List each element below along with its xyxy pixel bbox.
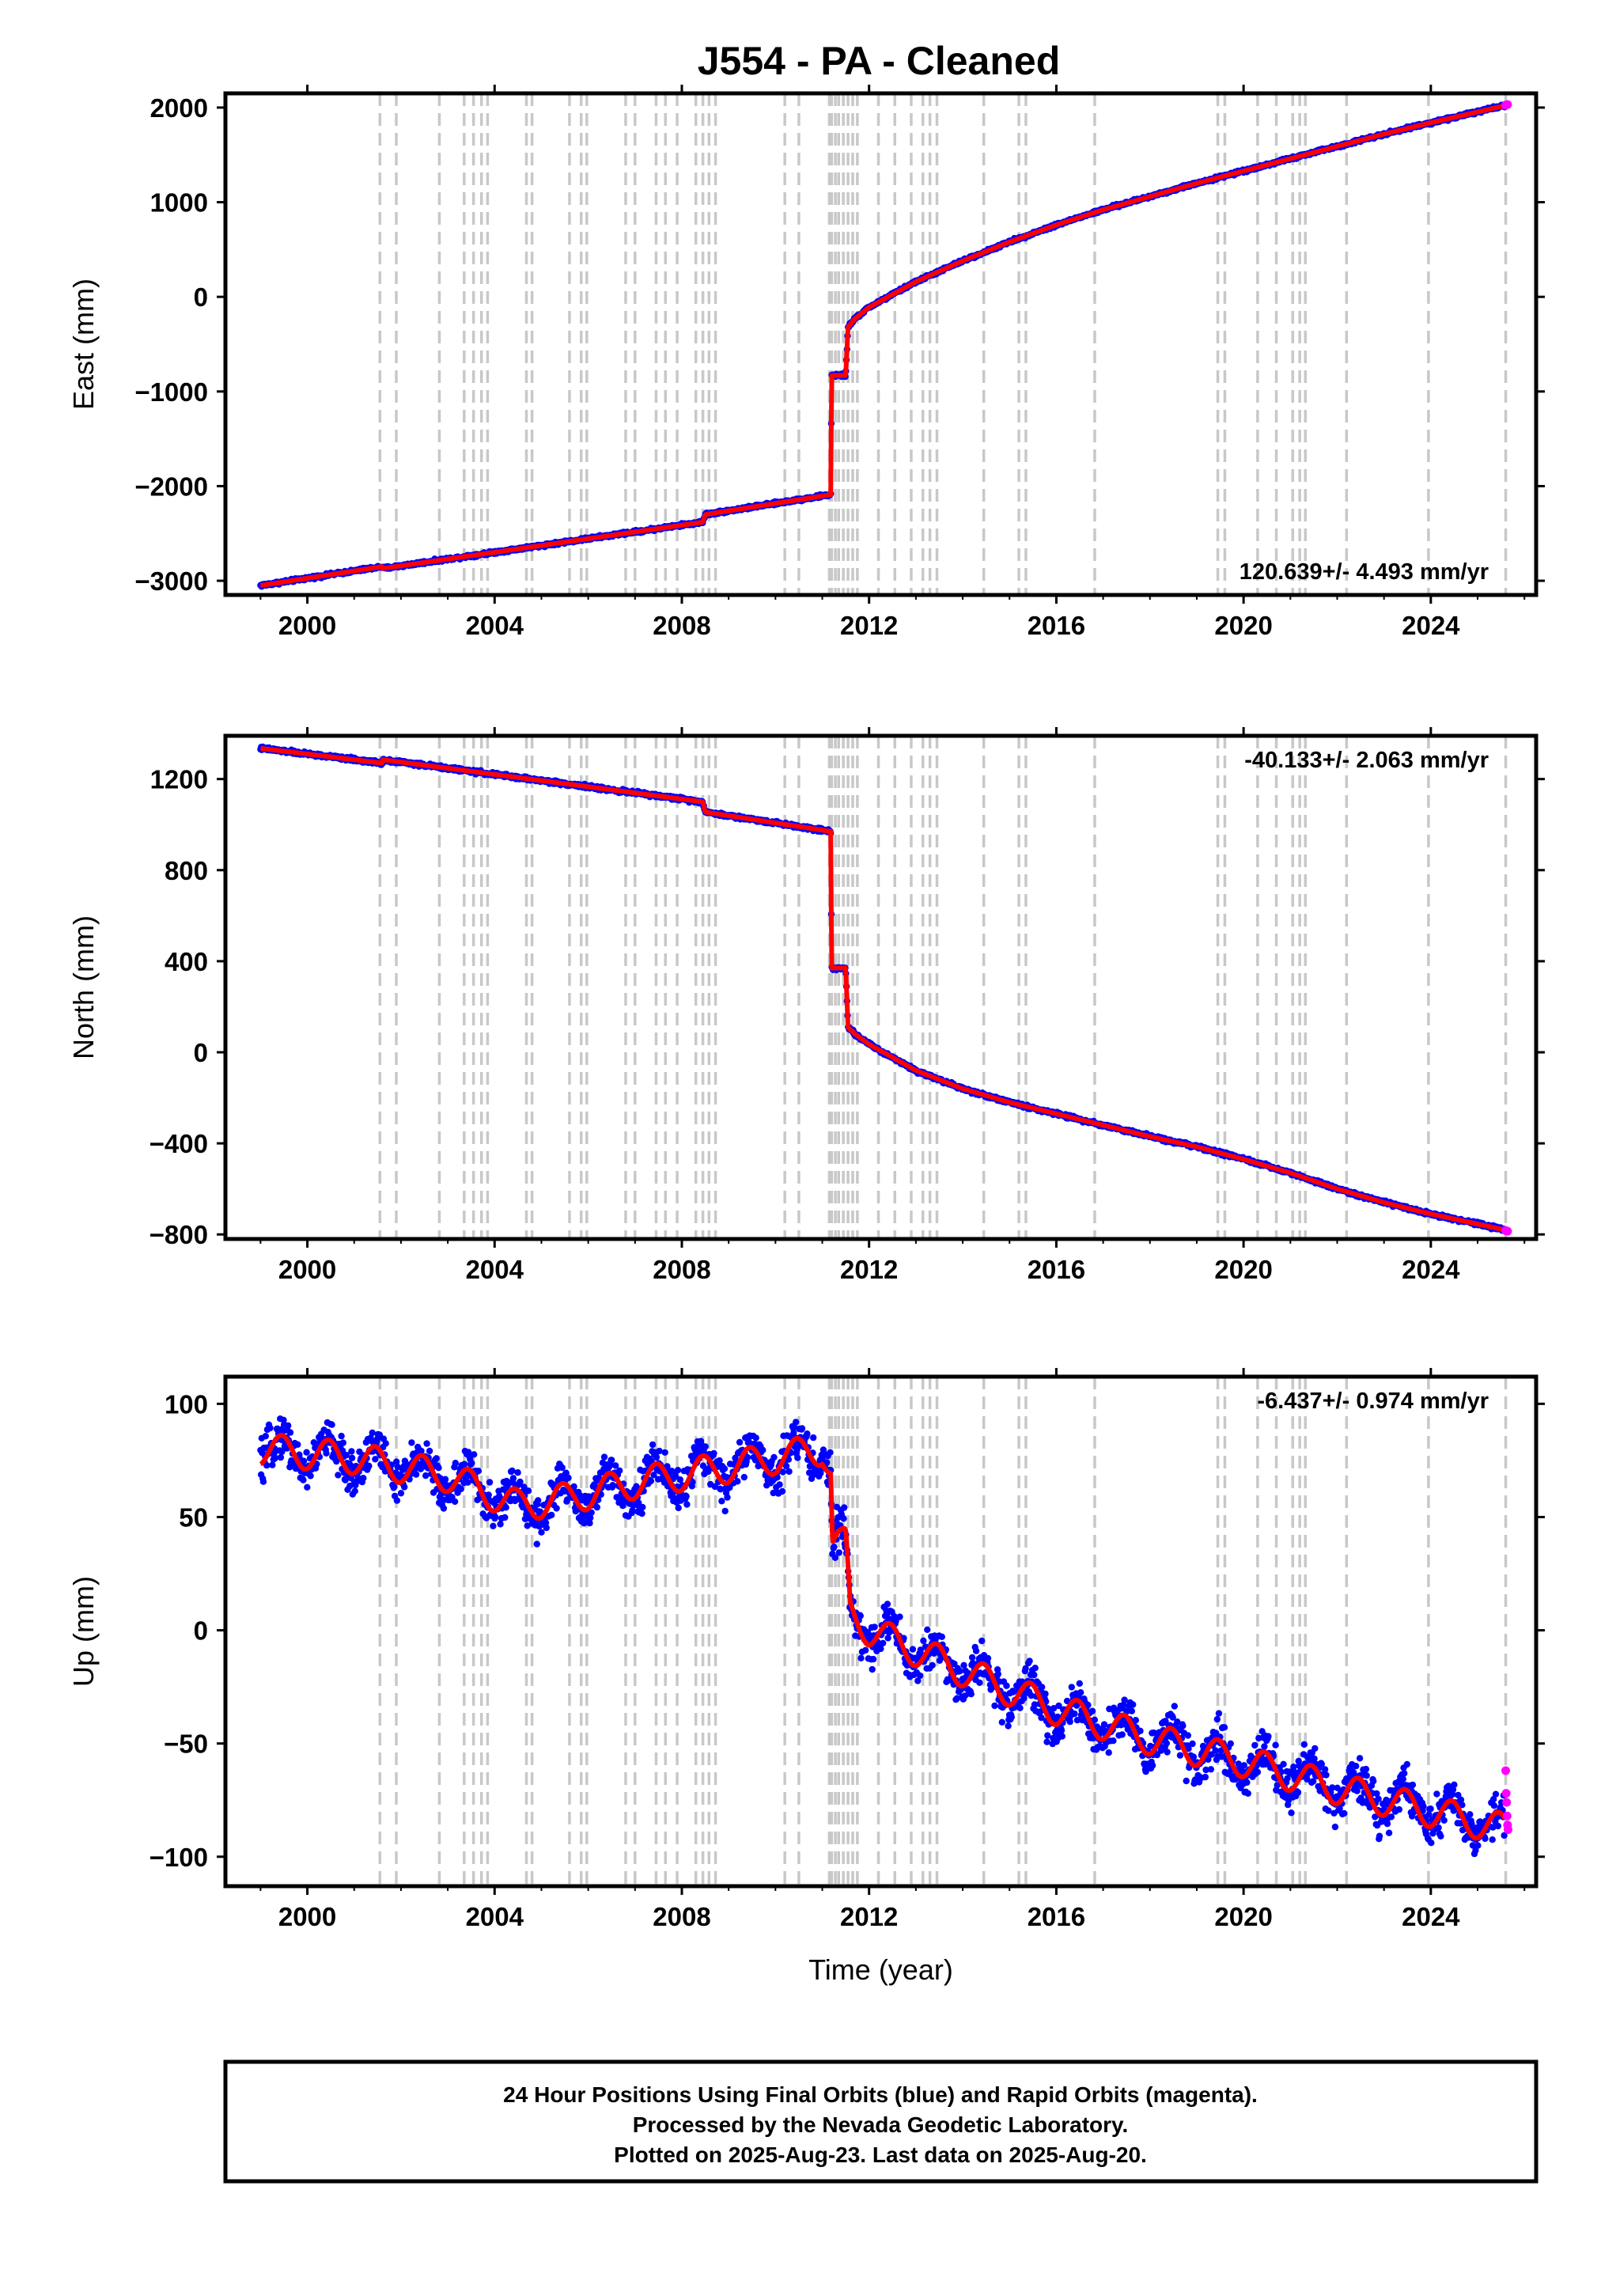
x-tick-label: 2024	[1402, 1255, 1460, 1284]
up-point	[351, 1487, 358, 1495]
x-tick-label: 2012	[840, 611, 898, 640]
y-tick-label: 1000	[150, 188, 208, 218]
up-point	[382, 1440, 389, 1447]
up-point	[360, 1475, 367, 1482]
y-tick-label: −3000	[134, 566, 208, 596]
y-tick-label: −2000	[134, 472, 208, 501]
x-tick-label: 2008	[653, 611, 710, 640]
x-tick-label: 2004	[466, 1255, 524, 1284]
up-point	[338, 1432, 345, 1440]
up-point	[300, 1476, 307, 1483]
x-tick-label: 2020	[1214, 1255, 1272, 1284]
x-tick-label: 2016	[1028, 611, 1085, 640]
up-point	[269, 1461, 276, 1468]
x-tick-label: 2024	[1402, 611, 1460, 640]
up-point	[286, 1429, 294, 1436]
up-point	[393, 1497, 401, 1504]
y-tick-label: 1200	[150, 765, 208, 794]
x-tick-label: 2004	[466, 611, 524, 640]
up-point	[262, 1433, 269, 1440]
up-point	[391, 1483, 398, 1491]
y-tick-label: 0	[194, 1038, 208, 1067]
y-tick-label: 0	[194, 282, 208, 312]
up-point	[303, 1449, 310, 1456]
up-point	[369, 1429, 376, 1437]
north-y-axis-label: North (mm)	[67, 915, 100, 1059]
up-point	[323, 1449, 330, 1457]
x-tick-label: 2000	[278, 1255, 336, 1284]
east-y-axis-label: East (mm)	[67, 278, 100, 410]
panels: 2000 2004 2008 2012 2016 2020 2024 −3000 −2000 −1…	[67, 85, 1545, 1986]
up-point	[294, 1441, 301, 1449]
y-tick-label: −1000	[134, 377, 208, 407]
x-tick-label: 2016	[1028, 1255, 1085, 1284]
x-tick-label: 2012	[840, 1255, 898, 1284]
north-rate-label: -40.133+/- 2.063 mm/yr	[1244, 748, 1489, 773]
up-point	[339, 1439, 346, 1446]
panel-east: 2000 2004 2008 2012 2016 2020 2024 −3000 −2000 −1…	[67, 85, 1545, 640]
up-point	[277, 1453, 285, 1461]
up-point	[307, 1472, 314, 1480]
y-tick-label: −800	[150, 1220, 208, 1249]
up-point	[271, 1454, 278, 1462]
up-point	[348, 1448, 355, 1455]
up-point	[397, 1490, 405, 1497]
y-tick-label: −400	[150, 1129, 208, 1158]
up-point	[304, 1483, 311, 1491]
east-rapid-point	[1503, 100, 1512, 109]
up-point	[328, 1421, 335, 1428]
y-tick-label: 400	[165, 947, 208, 976]
x-tick-label: 2008	[653, 1255, 710, 1284]
up-point	[365, 1462, 373, 1470]
up-point	[335, 1472, 342, 1479]
up-point	[285, 1422, 292, 1430]
y-tick-label: 2000	[150, 93, 208, 123]
chart-title: J554 - PA - Cleaned	[698, 39, 1061, 83]
up-point	[259, 1478, 267, 1485]
up-point	[267, 1424, 274, 1432]
east-rate-label: 120.639+/- 4.493 mm/yr	[1240, 559, 1489, 585]
y-tick-label: 800	[165, 856, 208, 885]
x-tick-label: 2020	[1214, 611, 1272, 640]
north-rapid-point	[1503, 1226, 1512, 1236]
x-tick-label: 2000	[278, 611, 336, 640]
up-point	[348, 1454, 356, 1462]
